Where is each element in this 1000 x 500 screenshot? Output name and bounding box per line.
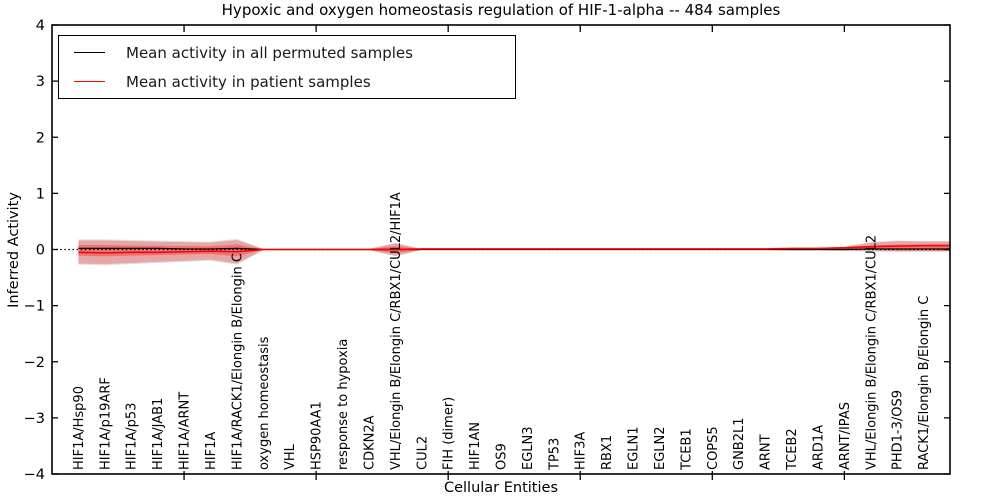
x-tick-label: COPS5 bbox=[706, 426, 721, 470]
x-tick-label: VHL/Elongin B/Elongin C/RBX1/CUL2 bbox=[864, 235, 879, 470]
legend-label-permuted: Mean activity in all permuted samples bbox=[126, 43, 413, 62]
x-tick-label: VHL bbox=[283, 443, 298, 470]
legend-item-patient: Mean activity in patient samples bbox=[59, 73, 515, 91]
x-tick-label: EGLN3 bbox=[521, 426, 536, 470]
x-tick-label: RBX1 bbox=[600, 435, 615, 470]
x-tick-label: HIF1A/RACK1/Elongin B/Elongin C bbox=[230, 253, 245, 470]
y-tick-label: 1 bbox=[36, 186, 45, 202]
x-tick-label: EGLN2 bbox=[653, 426, 668, 470]
y-axis-ticks: 4 3 2 1 0 −1 −2 −3 −4 bbox=[24, 18, 950, 483]
x-tick-label: TCEB1 bbox=[679, 428, 694, 471]
x-tick-label: ARNT bbox=[759, 434, 774, 470]
confidence-bands bbox=[78, 238, 951, 266]
patient-mean-line bbox=[78, 244, 950, 254]
x-tick-label: oxygen homeostasis bbox=[257, 336, 272, 470]
y-tick-label: 0 bbox=[36, 243, 45, 259]
x-tick-label: HIF1A bbox=[204, 432, 219, 470]
x-tick-label: EGLN1 bbox=[627, 426, 642, 470]
y-tick-label: 4 bbox=[36, 18, 45, 34]
x-tick-label: HIF1A/JAB1 bbox=[151, 398, 166, 470]
red-line-swatch bbox=[74, 81, 105, 82]
x-tick-label: FIH (dimer) bbox=[442, 397, 457, 470]
y-tick-label: −2 bbox=[24, 355, 45, 371]
x-tick-label: VHL/Elongin B/Elongin C/RBX1/CUL2/HIF1A bbox=[389, 192, 404, 470]
chart-title: Hypoxic and oxygen homeostasis regulatio… bbox=[221, 1, 781, 19]
x-tick-label: OS9 bbox=[495, 443, 510, 470]
x-tick-label: CDKN2A bbox=[362, 415, 377, 470]
x-tick-label: response to hypoxia bbox=[336, 339, 351, 470]
y-axis-title: Inferred Activity bbox=[6, 192, 22, 308]
legend-item-permuted: Mean activity in all permuted samples bbox=[59, 44, 515, 62]
x-tick-label: GNB2L1 bbox=[732, 417, 747, 470]
x-tick-label: HIF1A/ARNT bbox=[178, 392, 193, 470]
x-tick-label: ARD1A bbox=[811, 425, 826, 470]
x-axis-numeric-ticks bbox=[183, 25, 846, 480]
x-tick-label: PHD1-3/OS9 bbox=[891, 390, 906, 470]
y-tick-label: −1 bbox=[24, 299, 45, 315]
y-tick-label: 3 bbox=[36, 74, 45, 90]
x-tick-label: HIF1A/p53 bbox=[125, 403, 140, 470]
x-tick-label: TCEB2 bbox=[785, 428, 800, 471]
legend-label-patient: Mean activity in patient samples bbox=[126, 72, 371, 91]
y-tick-label: 2 bbox=[36, 130, 45, 146]
y-tick-label: −4 bbox=[24, 467, 45, 483]
x-tick-label: TP53 bbox=[547, 438, 562, 471]
x-tick-label: HIF1A/Hsp90 bbox=[72, 386, 87, 470]
x-tick-label: HIF1A/p19ARF bbox=[98, 377, 113, 470]
y-tick-label: −3 bbox=[24, 411, 45, 427]
patient-samples-outer-spread-band bbox=[78, 239, 951, 265]
permuted-samples-spread-band bbox=[78, 238, 951, 266]
black-line-swatch bbox=[74, 52, 105, 53]
x-tick-label: RACK1/Elongin B/Elongin C bbox=[917, 296, 932, 470]
legend: Mean activity in all permuted samples Me… bbox=[58, 35, 516, 99]
x-axis-title: Cellular Entities bbox=[443, 480, 559, 496]
x-tick-label: HIF1AN bbox=[468, 422, 483, 470]
x-tick-label: HSP90AA1 bbox=[310, 401, 325, 470]
x-tick-label: ARNT/IPAS bbox=[838, 402, 853, 470]
x-tick-label: CUL2 bbox=[415, 436, 430, 470]
x-tick-label: HIF3A bbox=[574, 432, 589, 470]
x-category-labels: HIF1A/Hsp90 HIF1A/p19ARF HIF1A/p53 HIF1A/JA… bbox=[72, 192, 932, 471]
series-lines bbox=[78, 244, 950, 254]
